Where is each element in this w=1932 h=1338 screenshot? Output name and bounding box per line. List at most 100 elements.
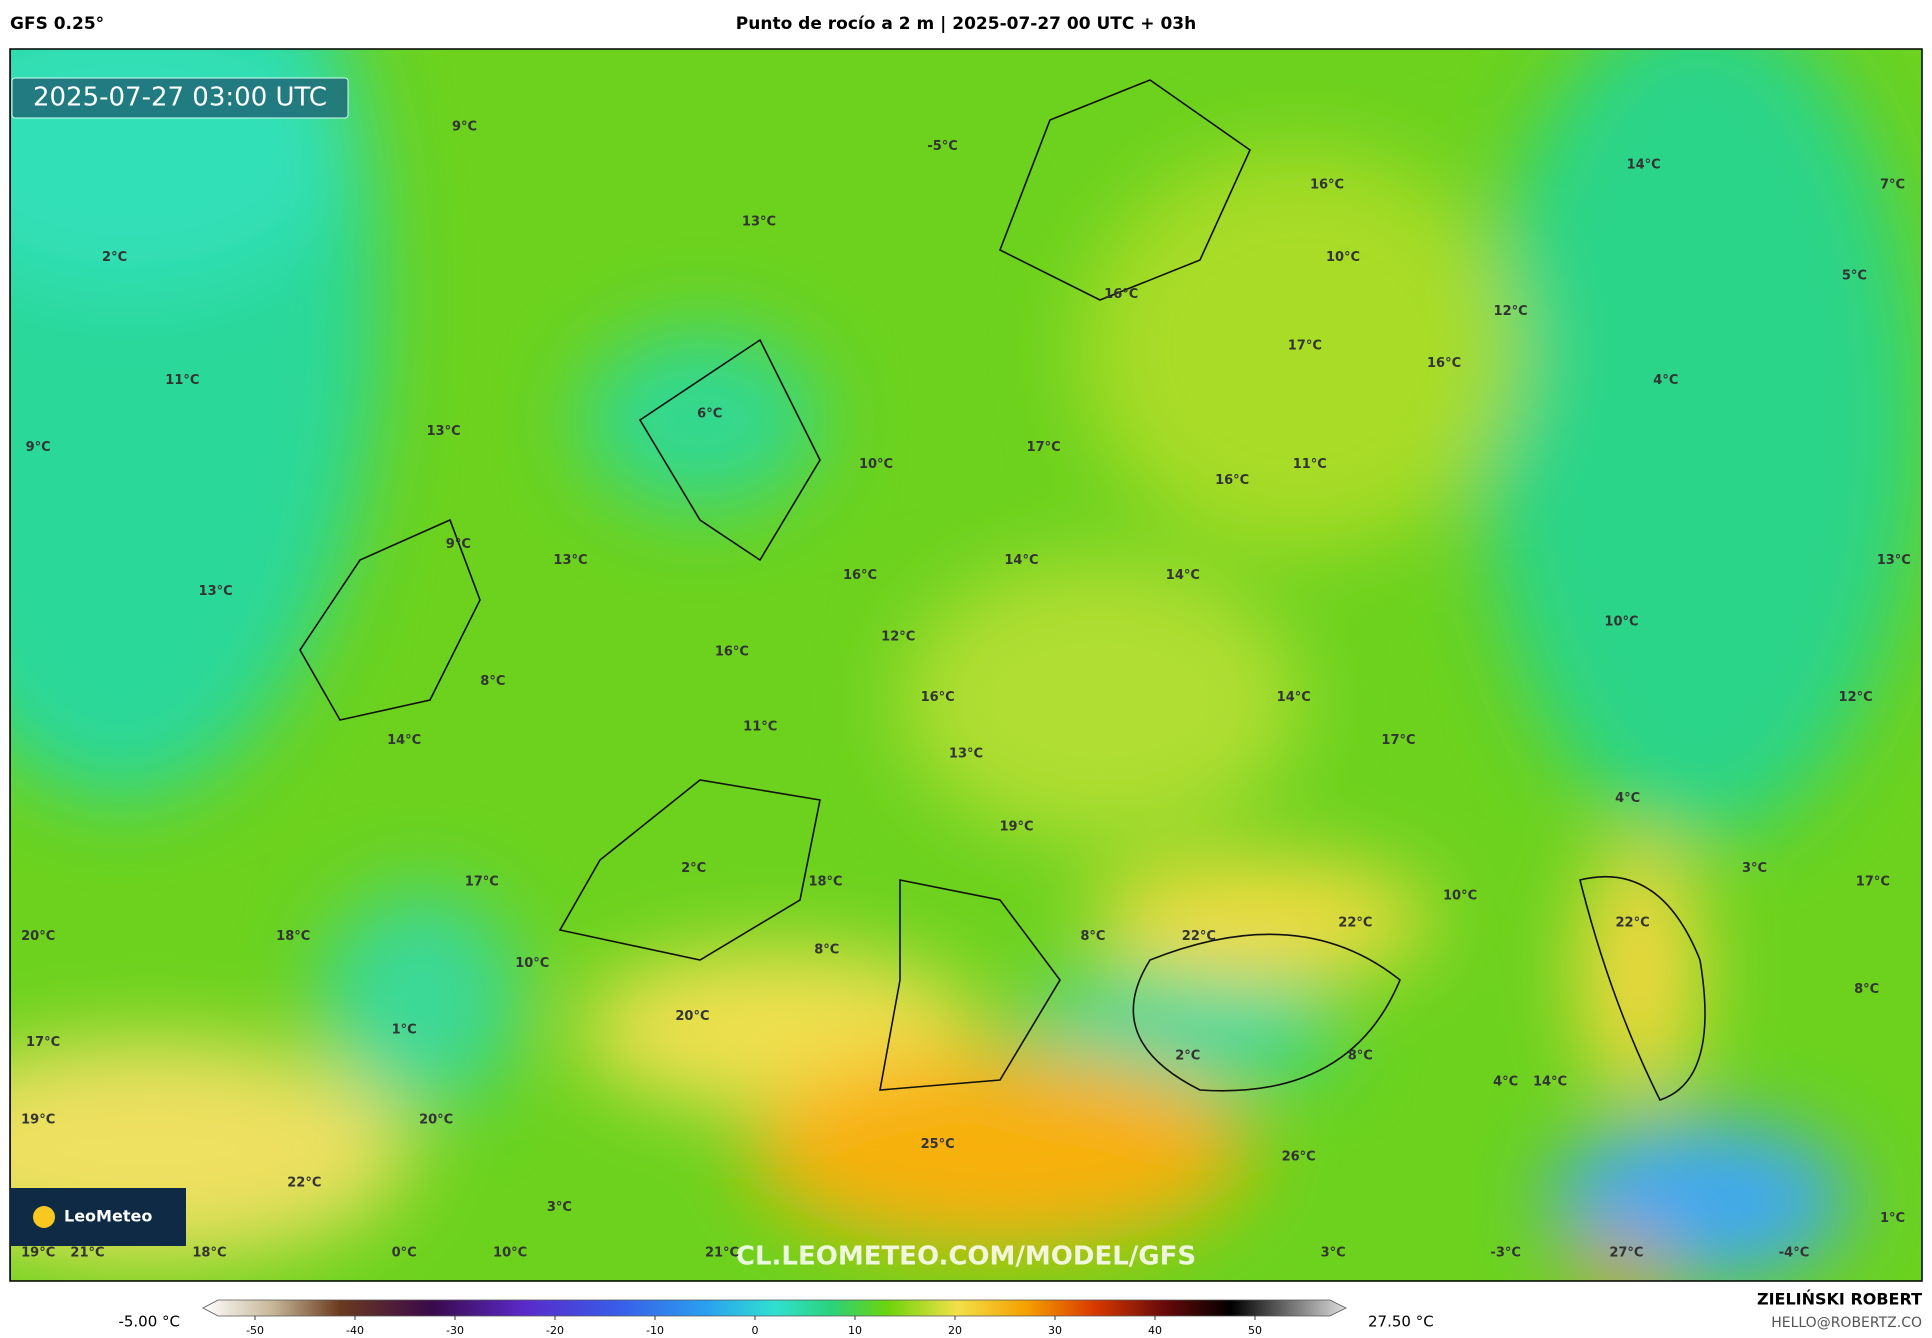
temp-label: 13°C: [199, 584, 233, 599]
temp-label: 8°C: [1080, 929, 1105, 944]
temp-label: 8°C: [814, 942, 839, 957]
temp-label: 10°C: [1443, 888, 1477, 903]
temp-label: 13°C: [742, 214, 776, 229]
temp-label: 17°C: [465, 875, 499, 890]
temp-label: 19°C: [21, 1113, 55, 1128]
temp-label: 12°C: [1494, 304, 1528, 319]
temp-label: 18°C: [192, 1246, 226, 1261]
tick-label: -50: [246, 1324, 264, 1337]
temp-label: 11°C: [165, 373, 199, 388]
map-frame: [9, 48, 1923, 1282]
temp-label: 9°C: [452, 119, 477, 134]
temp-label: 17°C: [1027, 440, 1061, 455]
title: Punto de rocío a 2 m | 2025-07-27 00 UTC…: [736, 14, 1196, 34]
temp-label: 20°C: [21, 929, 55, 944]
tick-label: 30: [1048, 1324, 1062, 1337]
tick-label: 10: [848, 1324, 862, 1337]
tick-label: 50: [1248, 1324, 1262, 1337]
temp-label: 26°C: [1282, 1149, 1316, 1164]
temp-label: 14°C: [1277, 690, 1311, 705]
temp-label: 2°C: [1175, 1048, 1200, 1063]
map-field: [10, 49, 1922, 1281]
temp-label: 13°C: [1877, 553, 1911, 568]
temp-label: 12°C: [881, 630, 915, 645]
temp-label: 5°C: [1842, 269, 1867, 284]
legend-min: -5.00 °C: [118, 1313, 180, 1331]
tick-label: 40: [1148, 1324, 1162, 1337]
temp-label: 14°C: [1166, 568, 1200, 583]
temp-label: 3°C: [1742, 861, 1767, 876]
temp-label: 16°C: [715, 644, 749, 659]
model: GFS 0.25°: [10, 14, 104, 34]
temp-label: 12°C: [1839, 690, 1873, 705]
watermark: CL.LEOMETEO.COM/MODEL/GFS: [736, 1242, 1196, 1272]
author: ZIELIŃSKI ROBERT: [1757, 1290, 1922, 1309]
temp-label: 10°C: [1604, 615, 1638, 630]
tick-label: -30: [446, 1324, 464, 1337]
temp-label: 4°C: [1653, 373, 1678, 388]
temp-label: 17°C: [1381, 733, 1415, 748]
temp-label: 22°C: [1182, 929, 1216, 944]
temp-label: 27°C: [1609, 1246, 1643, 1261]
tick-label: -20: [546, 1324, 564, 1337]
temp-label: 3°C: [1321, 1246, 1346, 1261]
temp-label: 2°C: [102, 250, 127, 265]
timestamp: 2025-07-27 03:00 UTC: [33, 83, 327, 113]
temp-label: 17°C: [1856, 875, 1890, 890]
temp-label: 21°C: [70, 1246, 104, 1261]
temp-label: 22°C: [1338, 915, 1372, 930]
temp-label: 6°C: [697, 407, 722, 422]
temp-label: 20°C: [419, 1113, 453, 1128]
temp-label: 16°C: [921, 690, 955, 705]
colorbar-ticks: -50 -40 -30 -20 -10 0 10 20 30 40 50: [246, 1316, 1262, 1337]
temp-label: 7°C: [1880, 177, 1905, 192]
temp-label: -5°C: [927, 139, 957, 154]
temp-label: 16°C: [843, 568, 877, 583]
temp-label: 14°C: [387, 733, 421, 748]
colorbar: [202, 1299, 1347, 1317]
temp-label: 18°C: [276, 929, 310, 944]
temp-label: 16°C: [1215, 473, 1249, 488]
labels: 9°C -5°C 13°C 16°C 14°C 7°C 2°C 10°C 16°C 5°C 12°C…: [21, 119, 1911, 1260]
tick-label: -10: [646, 1324, 664, 1337]
temp-label: 4°C: [1493, 1074, 1518, 1089]
temp-label: 9°C: [446, 537, 471, 552]
temp-label: 14°C: [1533, 1074, 1567, 1089]
temp-label: 14°C: [1627, 158, 1661, 173]
temp-label: 16°C: [1310, 177, 1344, 192]
temp-label: 13°C: [949, 747, 983, 762]
temp-label: 22°C: [287, 1175, 321, 1190]
temp-label: 16°C: [1427, 356, 1461, 371]
tick-label: 0: [752, 1324, 759, 1337]
temp-label: 17°C: [26, 1035, 60, 1050]
temp-label: -3°C: [1490, 1246, 1520, 1261]
temp-label: 13°C: [427, 424, 461, 439]
temp-label: 10°C: [859, 457, 893, 472]
temp-label: 13°C: [553, 553, 587, 568]
temp-label: 17°C: [1288, 339, 1322, 354]
temp-label: 11°C: [1293, 457, 1327, 472]
legend-max: 27.50 °C: [1368, 1313, 1434, 1331]
temp-label: 1°C: [392, 1023, 417, 1038]
temp-label: 3°C: [547, 1200, 572, 1215]
temp-label: 4°C: [1615, 791, 1640, 806]
temp-label: 11°C: [743, 719, 777, 734]
temp-label: 10°C: [515, 956, 549, 971]
temp-label: 10°C: [493, 1246, 527, 1261]
temp-label: 21°C: [705, 1246, 739, 1261]
temp-label: 9°C: [26, 440, 51, 455]
temp-label: 1°C: [1880, 1211, 1905, 1226]
email: HELLO@ROBERTZ.CO: [1771, 1315, 1922, 1331]
temp-label: 20°C: [675, 1009, 709, 1024]
tick-label: 20: [948, 1324, 962, 1337]
temp-label: 8°C: [1348, 1048, 1373, 1063]
temp-label: 22°C: [1616, 915, 1650, 930]
temp-label: 0°C: [392, 1246, 417, 1261]
temp-label: 16°C: [1104, 287, 1138, 302]
temp-label: 14°C: [1004, 553, 1038, 568]
temp-label: 2°C: [681, 861, 706, 876]
temp-label: 8°C: [1854, 982, 1879, 997]
temp-label: 19°C: [21, 1246, 55, 1261]
temp-label: 25°C: [921, 1137, 955, 1152]
